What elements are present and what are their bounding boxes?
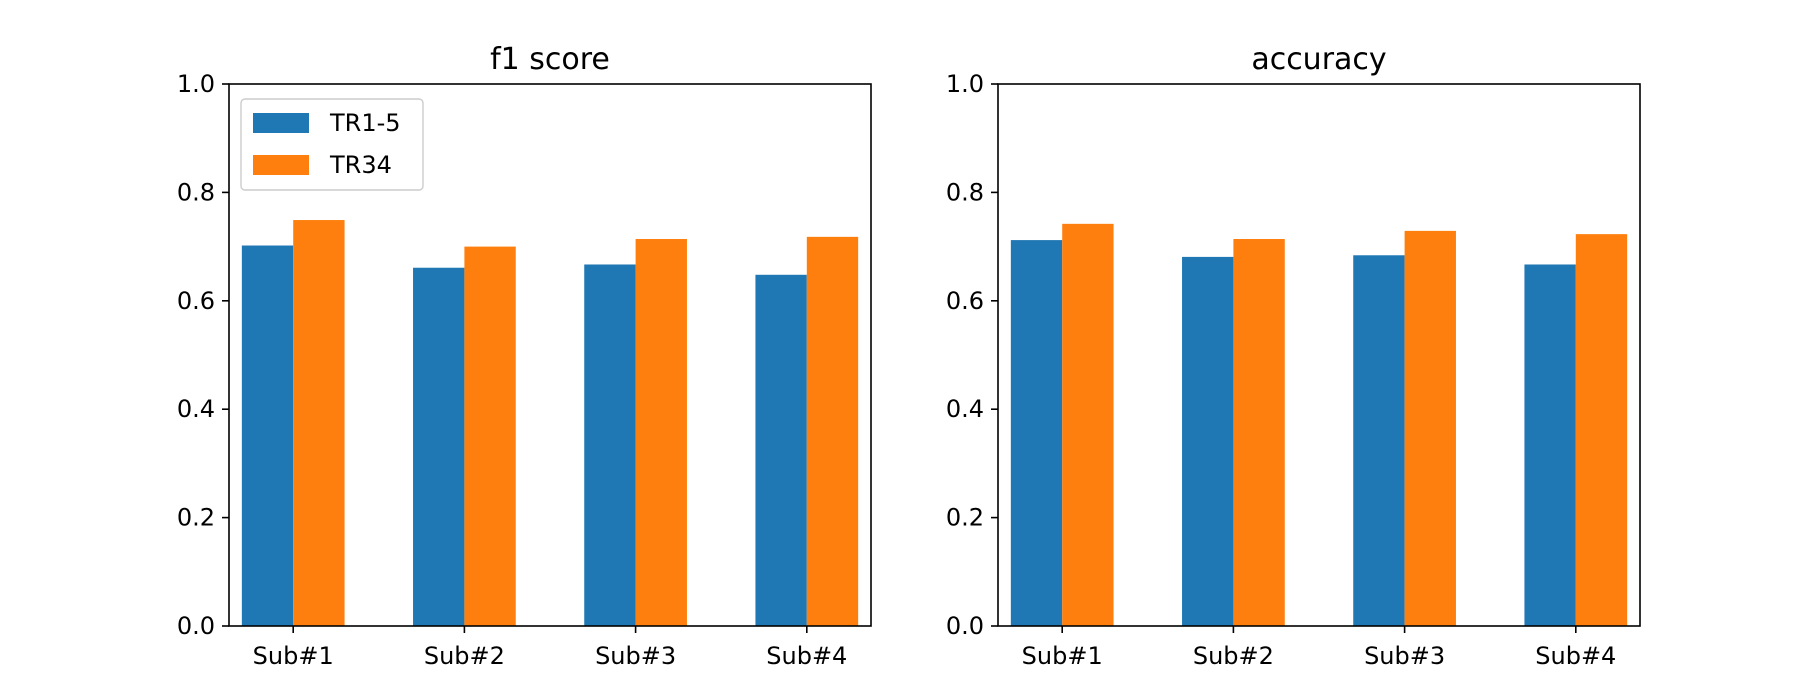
subplot-f1-score: f1 score 0.0 0.2 0.4 0.6 0.8 1.0 Sub#1 Sub#2 Sub#… bbox=[177, 42, 872, 670]
x-tick-label: Sub#2 bbox=[424, 642, 505, 670]
bar-tr34-sub-2 bbox=[1233, 239, 1285, 626]
y-tick-label: 0.4 bbox=[177, 395, 215, 423]
legend-label-tr34: TR34 bbox=[329, 151, 392, 179]
legend-swatch-tr34 bbox=[253, 155, 309, 175]
bar-tr34-sub-4 bbox=[1575, 234, 1628, 626]
bar-tr1-5-sub-3 bbox=[584, 264, 636, 626]
x-tick-label: Sub#3 bbox=[595, 642, 676, 670]
y-tick-label: 0.2 bbox=[177, 504, 215, 532]
bar-tr34-sub-2 bbox=[464, 246, 516, 626]
y-tick-label: 1.0 bbox=[177, 70, 215, 98]
bar-tr34-sub-1 bbox=[1062, 223, 1114, 626]
x-tick-label: Sub#1 bbox=[253, 642, 334, 670]
y-tick-label: 0.0 bbox=[946, 612, 984, 640]
y-tick-label: 0.8 bbox=[177, 178, 215, 206]
y-tick-label: 0.6 bbox=[946, 287, 984, 315]
bar-tr1-5-sub-4 bbox=[1524, 264, 1576, 626]
chart-title: accuracy bbox=[1251, 42, 1386, 77]
legend: TR1-5 TR34 bbox=[240, 98, 424, 191]
bar-tr1-5-sub-4 bbox=[755, 274, 807, 626]
x-tick-label: Sub#4 bbox=[766, 642, 847, 670]
x-tick-label: Sub#2 bbox=[1193, 642, 1274, 670]
bar-tr34-sub-1 bbox=[293, 220, 345, 627]
y-tick-label: 1.0 bbox=[946, 70, 984, 98]
bar-tr1-5-sub-1 bbox=[1010, 240, 1063, 626]
x-tick-label: Sub#4 bbox=[1535, 642, 1616, 670]
axes-frame bbox=[228, 83, 872, 627]
legend-label-tr1-5: TR1-5 bbox=[329, 109, 401, 137]
y-tick-label: 0.8 bbox=[946, 178, 984, 206]
chart-title: f1 score bbox=[490, 42, 610, 77]
y-tick-label: 0.2 bbox=[946, 504, 984, 532]
x-tick-label: Sub#3 bbox=[1364, 642, 1445, 670]
legend-swatch-tr1-5 bbox=[253, 113, 309, 133]
bar-tr1-5-sub-2 bbox=[1182, 256, 1234, 626]
bar-tr1-5-sub-1 bbox=[241, 245, 294, 627]
axes-frame bbox=[997, 83, 1641, 627]
bar-tr34-sub-3 bbox=[1404, 230, 1456, 626]
bar-tr34-sub-4 bbox=[806, 236, 859, 626]
x-tick-label: Sub#1 bbox=[1022, 642, 1103, 670]
y-tick-label: 0.0 bbox=[177, 612, 215, 640]
y-tick-label: 0.6 bbox=[177, 287, 215, 315]
bar-tr34-sub-3 bbox=[635, 239, 687, 626]
bar-tr1-5-sub-2 bbox=[413, 267, 465, 626]
bar-tr1-5-sub-3 bbox=[1353, 255, 1405, 626]
y-tick-label: 0.4 bbox=[946, 395, 984, 423]
subplot-accuracy: accuracy 0.0 0.2 0.4 0.6 0.8 1.0 Sub#1 Sub#2 Sub#… bbox=[946, 42, 1641, 670]
